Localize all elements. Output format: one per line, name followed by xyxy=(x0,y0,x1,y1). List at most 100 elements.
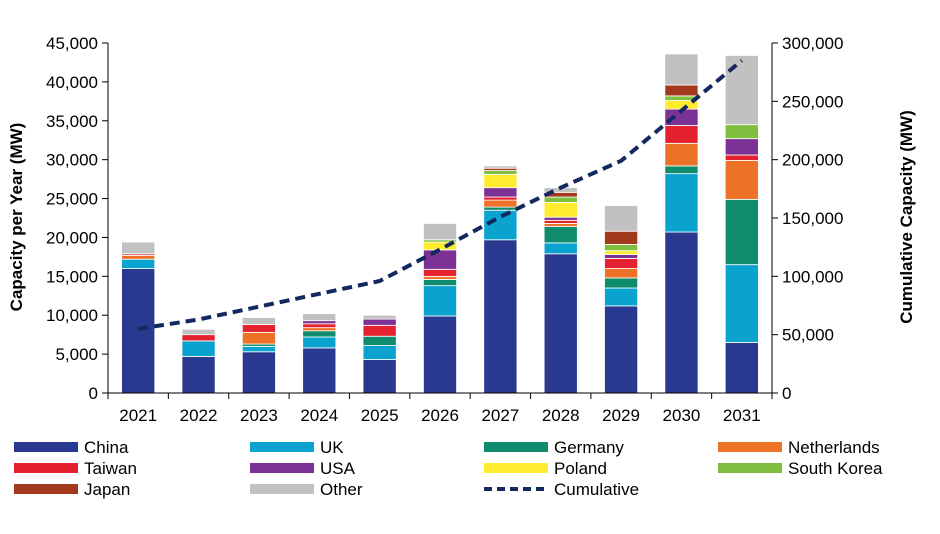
bar-usa-2026 xyxy=(422,249,457,270)
x-tick-label: 2022 xyxy=(180,406,218,425)
bars-layer xyxy=(121,53,759,394)
bar-other-2031 xyxy=(724,55,759,126)
bar-uk-2031 xyxy=(724,264,759,343)
bar-other-2021 xyxy=(121,241,156,255)
legend-swatch xyxy=(14,463,78,473)
y2-tick-label: 150,000 xyxy=(782,209,843,228)
bar-china-2028 xyxy=(543,253,578,394)
legend-label: USA xyxy=(320,459,356,478)
bar-china-2022 xyxy=(181,356,216,394)
bar-china-2021 xyxy=(121,268,156,394)
bar-uk-2025 xyxy=(362,345,397,360)
bar-netherlands-2028 xyxy=(543,223,578,227)
y2-tick-label: 50,000 xyxy=(782,326,834,345)
y-tick-label: 30,000 xyxy=(46,151,98,170)
bar-poland-2028 xyxy=(543,202,578,218)
bar-uk-2021 xyxy=(121,258,156,269)
legend-item-south-korea: South Korea xyxy=(718,459,883,478)
y2-tick-label: 300,000 xyxy=(782,34,843,53)
legend-item-usa: USA xyxy=(250,459,356,478)
x-tick-label: 2021 xyxy=(119,406,157,425)
tick-labels-layer: 0 5,000 10,000 15,000 20,000 25,000 30,000 35,0… xyxy=(46,34,843,425)
bar-south-korea-2031 xyxy=(724,124,759,140)
bar-taiwan-2026 xyxy=(422,268,457,277)
bar-germany-2027 xyxy=(483,206,518,211)
y-tick-label: 45,000 xyxy=(46,34,98,53)
cumulative-line xyxy=(137,58,744,331)
bar-taiwan-2029 xyxy=(604,258,639,269)
cumulative-line-layer xyxy=(137,58,744,331)
legend-item-uk: UK xyxy=(250,438,344,457)
legend-swatch xyxy=(250,442,314,452)
bar-japan-2030 xyxy=(664,84,699,97)
bar-china-2025 xyxy=(362,359,397,394)
bar-uk-2026 xyxy=(422,285,457,317)
y-tick-label: 35,000 xyxy=(46,112,98,131)
bar-usa-2029 xyxy=(604,254,639,259)
x-tick-label: 2025 xyxy=(361,406,399,425)
bar-uk-2022 xyxy=(181,340,216,357)
legend-label: Other xyxy=(320,480,363,499)
y-axis-title: Capacity per Year (MW) xyxy=(7,123,26,312)
bar-usa-2025 xyxy=(362,318,397,326)
bar-china-2024 xyxy=(302,347,337,394)
bar-china-2030 xyxy=(664,231,699,394)
bar-uk-2029 xyxy=(604,287,639,307)
legend-swatch xyxy=(250,484,314,494)
bar-other-2024 xyxy=(302,313,337,322)
legend-label: South Korea xyxy=(788,459,883,478)
bar-china-2026 xyxy=(422,315,457,394)
bar-netherlands-2026 xyxy=(422,275,457,280)
y2-tick-label: 250,000 xyxy=(782,92,843,111)
bar-other-2026 xyxy=(422,223,457,241)
bar-poland-2029 xyxy=(604,250,639,255)
y-tick-label: 20,000 xyxy=(46,228,98,247)
x-tick-label: 2030 xyxy=(663,406,701,425)
bar-south-korea-2027 xyxy=(483,170,518,175)
y2-tick-label: 100,000 xyxy=(782,267,843,286)
legend-label: UK xyxy=(320,438,344,457)
bar-other-2023 xyxy=(241,317,276,325)
legend-swatch xyxy=(718,442,782,452)
x-tick-label: 2026 xyxy=(421,406,459,425)
bar-taiwan-2024 xyxy=(302,323,337,329)
legend-item-china: China xyxy=(14,438,129,457)
legend-swatch xyxy=(14,442,78,452)
y-tick-label: 5,000 xyxy=(55,345,98,364)
bar-usa-2024 xyxy=(302,320,337,325)
bar-germany-2030 xyxy=(664,165,699,175)
legend-swatch xyxy=(14,484,78,494)
bar-china-2023 xyxy=(241,351,276,394)
bar-uk-2030 xyxy=(664,173,699,233)
bar-south-korea-2029 xyxy=(604,244,639,252)
y2-axis-title: Cumulative Capacity (MW) xyxy=(897,110,916,323)
bar-japan-2029 xyxy=(604,230,639,245)
bar-germany-2031 xyxy=(724,198,759,266)
bar-south-korea-2028 xyxy=(543,196,578,203)
legend: China UK Germany Netherlands Taiwan USA Poland… xyxy=(14,438,883,499)
bar-germany-2026 xyxy=(422,279,457,287)
legend-label: Germany xyxy=(554,438,624,457)
bar-usa-2028 xyxy=(543,216,578,221)
bar-taiwan-2022 xyxy=(181,334,216,342)
x-tick-label: 2023 xyxy=(240,406,278,425)
bar-netherlands-2030 xyxy=(664,142,699,167)
y2-tick-label: 0 xyxy=(782,384,791,403)
bar-poland-2027 xyxy=(483,174,518,189)
bar-other-2025 xyxy=(362,314,397,320)
bar-china-2031 xyxy=(724,342,759,394)
x-tick-label: 2027 xyxy=(481,406,519,425)
bar-germany-2029 xyxy=(604,277,639,289)
bar-netherlands-2029 xyxy=(604,268,639,279)
legend-item-germany: Germany xyxy=(484,438,624,457)
bar-uk-2023 xyxy=(241,345,276,353)
x-tick-label: 2028 xyxy=(542,406,580,425)
x-tick-label: 2029 xyxy=(602,406,640,425)
bar-netherlands-2027 xyxy=(483,199,518,208)
bar-other-2027 xyxy=(483,165,518,169)
y2-tick-label: 200,000 xyxy=(782,151,843,170)
bar-netherlands-2031 xyxy=(724,160,759,200)
bar-china-2029 xyxy=(604,305,639,394)
bar-china-2027 xyxy=(483,239,518,394)
